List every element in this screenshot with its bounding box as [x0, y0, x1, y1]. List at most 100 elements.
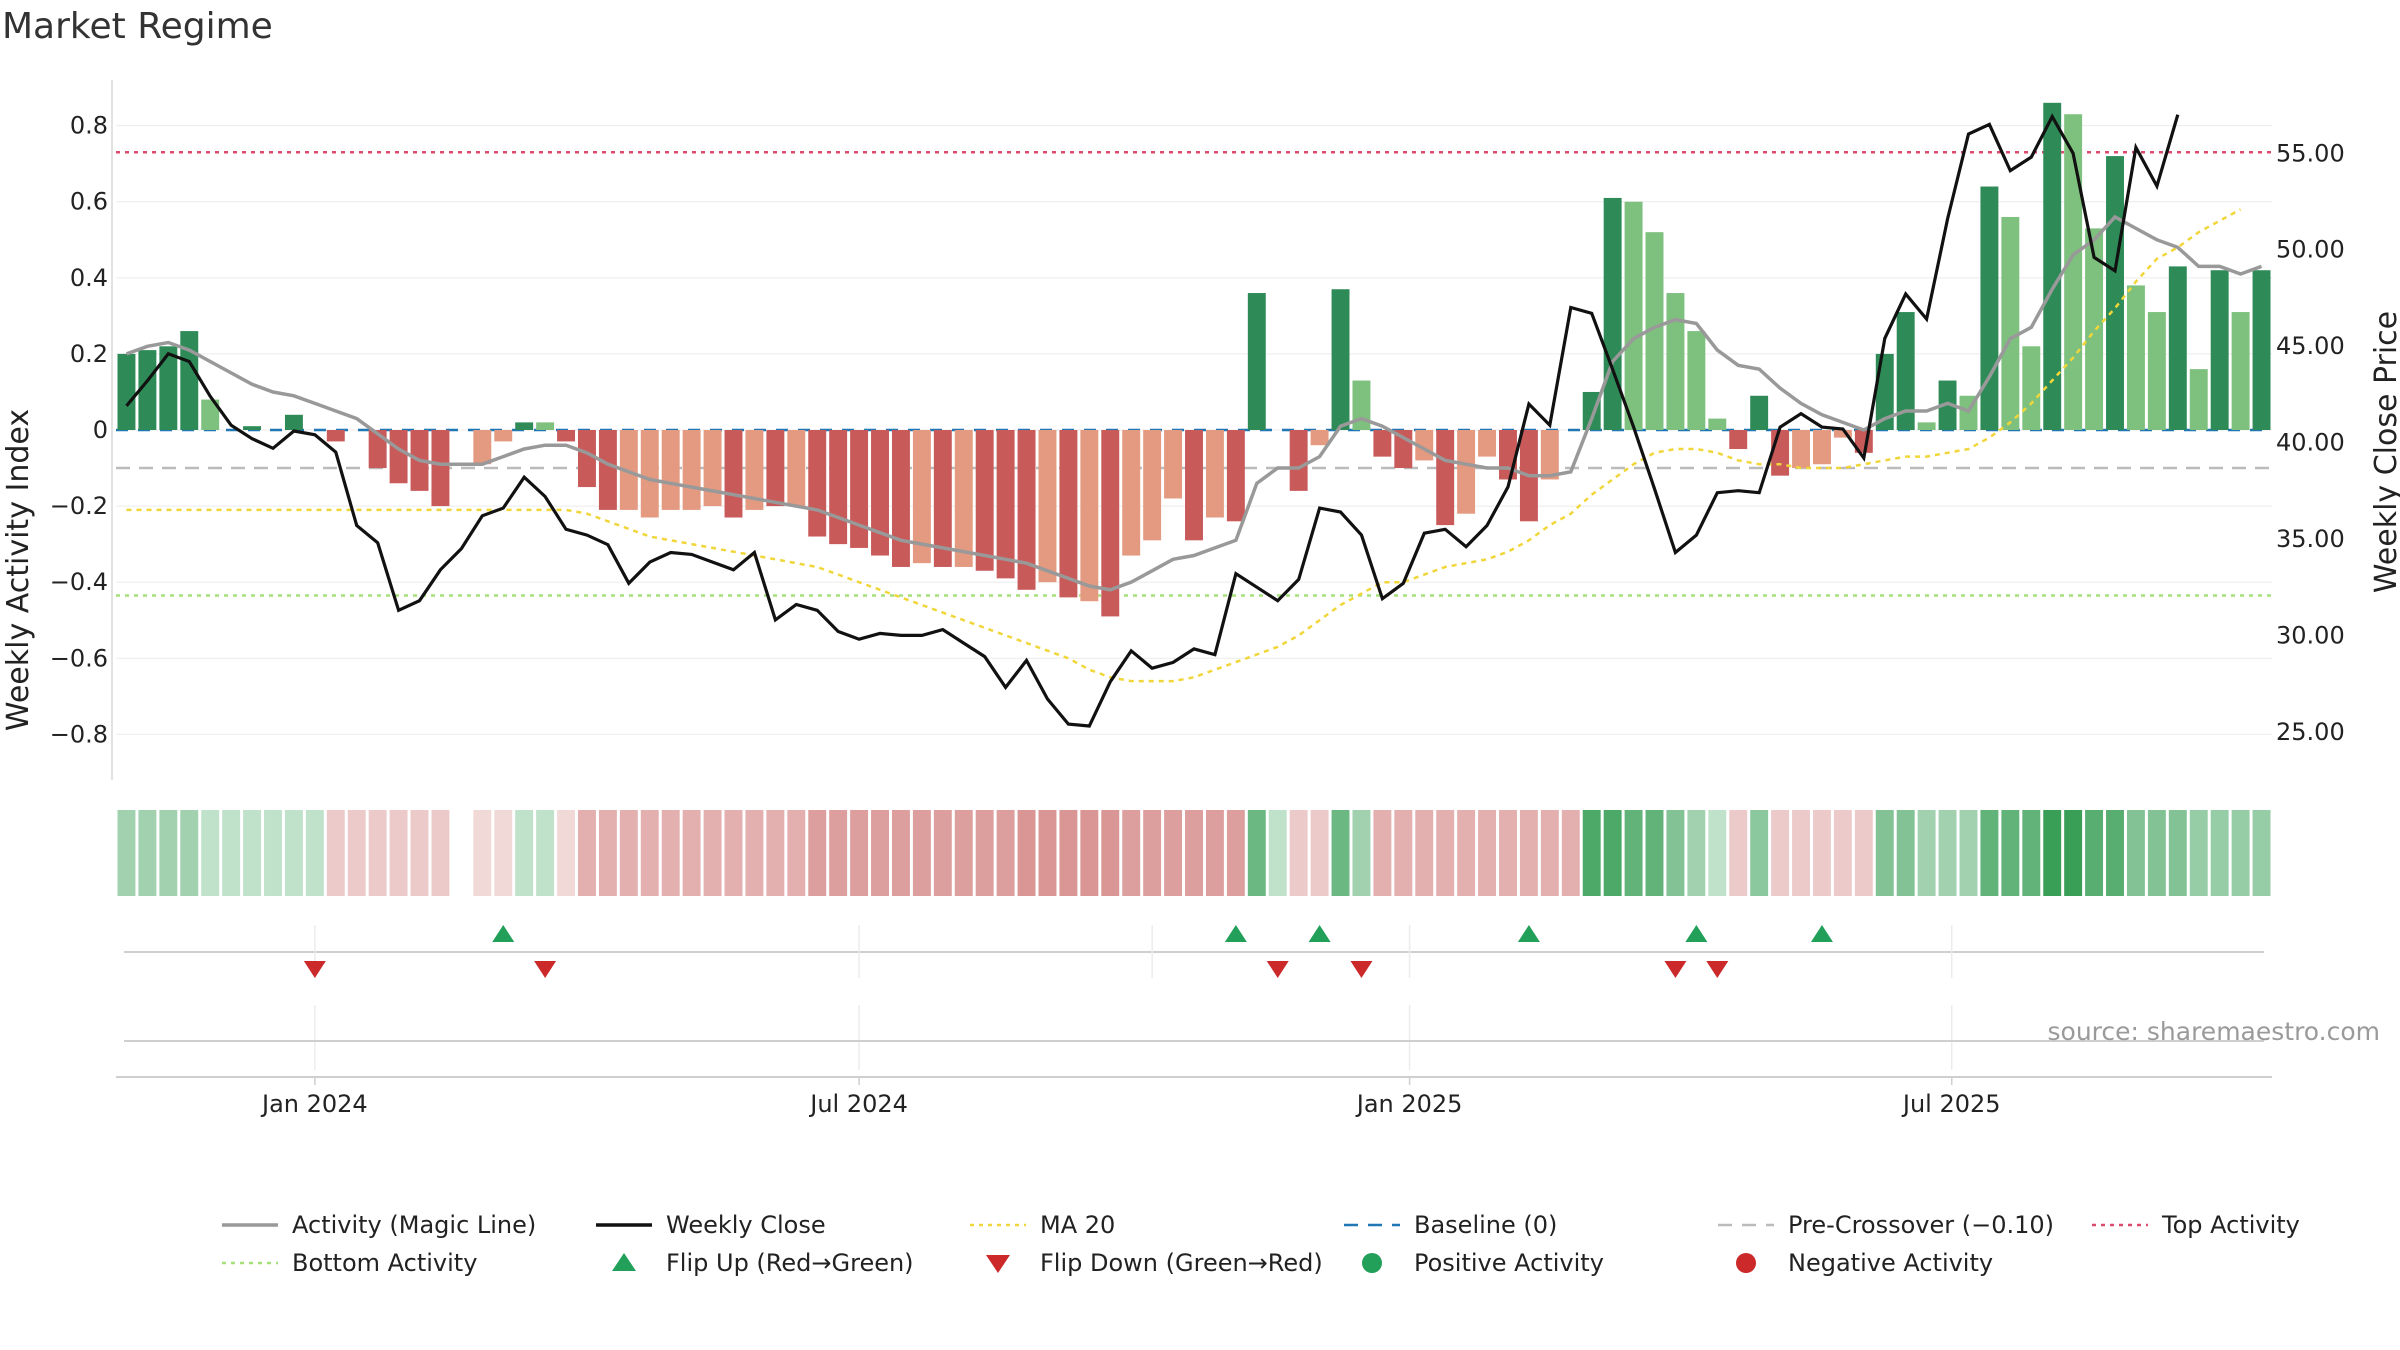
legend-item-7: Flip Up (Red→Green) [612, 1249, 914, 1277]
ribbon-cell-61 [1394, 810, 1413, 896]
ribbon-cell-48 [1122, 810, 1141, 896]
flip-down-marker-0 [303, 961, 326, 978]
activity-bar-37 [891, 430, 910, 567]
activity-bar-28 [703, 430, 722, 507]
activity-bar-97 [2147, 312, 2166, 430]
activity-bar-78 [1750, 395, 1769, 430]
activity-bar-59 [1352, 380, 1371, 430]
ribbon-cell-41 [975, 810, 994, 896]
ribbon-cell-15 [431, 810, 450, 896]
ribbon-cell-74 [1666, 810, 1685, 896]
activity-bar-32 [787, 430, 806, 507]
ribbon-cell-36 [871, 810, 889, 896]
legend-item-6: Bottom Activity [222, 1249, 477, 1277]
ribbon-cell-53 [1226, 810, 1245, 896]
legend-swatch-9 [1362, 1253, 1382, 1273]
ribbon-cell-46 [1080, 810, 1099, 896]
activity-bars [117, 102, 2271, 617]
ribbon-cell-34 [829, 810, 848, 896]
activity-bar-18 [494, 430, 513, 442]
y2-tick-label-2: 45.00 [2276, 332, 2345, 360]
activity-bar-101 [2231, 312, 2250, 430]
ribbon-cell-70 [1582, 810, 1601, 896]
ribbon-cell-69 [1561, 810, 1580, 896]
activity-bar-102 [2252, 270, 2271, 430]
activity-bar-100 [2210, 270, 2229, 430]
legend-label-6: Bottom Activity [292, 1249, 477, 1277]
activity-bar-98 [2168, 266, 2187, 430]
ribbon-cell-8 [284, 810, 303, 896]
ribbon-cell-67 [1519, 810, 1538, 896]
legend-item-0: Activity (Magic Line) [222, 1211, 536, 1239]
ribbon-cell-18 [494, 810, 513, 896]
flip-up-marker-1 [1224, 925, 1247, 942]
ribbon-cell-97 [2147, 810, 2166, 896]
activity-bar-56 [1289, 430, 1308, 491]
legend-item-5: Top Activity [2092, 1211, 2300, 1239]
ribbon-cell-54 [1247, 810, 1266, 896]
activity-bar-10 [326, 430, 345, 442]
ribbon-cell-68 [1540, 810, 1559, 896]
x-tick-label-2: Jan 2025 [1355, 1090, 1463, 1118]
ribbon-cell-62 [1415, 810, 1434, 896]
ribbon-cell-49 [1143, 810, 1162, 896]
ribbon-cell-2 [159, 810, 178, 896]
ribbon-cell-1 [138, 810, 157, 896]
y-tick-label-7: −0.6 [50, 644, 108, 672]
ribbon-cell-88 [1959, 810, 1978, 896]
activity-bar-19 [515, 422, 534, 430]
x-tick-label-1: Jul 2024 [808, 1090, 908, 1118]
flip-up-marker-2 [1308, 925, 1331, 942]
ribbon-cell-52 [1205, 810, 1224, 896]
flip-up-marker-5 [1810, 925, 1833, 942]
ribbon-cell-77 [1729, 810, 1748, 896]
activity-bar-65 [1478, 430, 1497, 457]
x-tick-label-3: Jul 2025 [1901, 1090, 2001, 1118]
ribbon-cell-78 [1750, 810, 1769, 896]
regime-ribbon [117, 810, 2271, 896]
activity-bar-41 [975, 430, 994, 571]
ribbon-cell-27 [682, 810, 701, 896]
ribbon-cell-96 [2126, 810, 2145, 896]
activity-bar-1 [138, 350, 157, 430]
ribbon-cell-85 [1896, 810, 1915, 896]
legend-label-4: Pre-Crossover (−0.10) [1788, 1211, 2054, 1239]
ribbon-cell-4 [201, 810, 220, 896]
activity-bar-94 [2085, 228, 2104, 430]
y2-tick-label-1: 50.00 [2276, 236, 2345, 264]
ribbon-cell-43 [1017, 810, 1036, 896]
ribbon-cell-94 [2085, 810, 2104, 896]
ribbon-cell-30 [745, 810, 764, 896]
activity-bar-95 [2106, 156, 2124, 430]
activity-bar-8 [284, 414, 303, 430]
activity-bar-74 [1666, 293, 1685, 430]
flip-up-marker-3 [1517, 925, 1540, 942]
activity-bar-75 [1687, 331, 1706, 430]
activity-bar-13 [389, 430, 408, 484]
activity-bar-22 [578, 430, 596, 488]
ribbon-cell-56 [1289, 810, 1308, 896]
ribbon-cell-93 [2064, 810, 2083, 896]
ribbon-cell-37 [891, 810, 910, 896]
activity-bar-12 [368, 430, 387, 469]
y-tick-label-6: −0.4 [50, 568, 108, 596]
legend-label-10: Negative Activity [1788, 1249, 1993, 1277]
activity-bar-85 [1896, 312, 1915, 430]
ribbon-cell-17 [473, 810, 492, 896]
y2-tick-label-0: 55.00 [2276, 139, 2345, 167]
ribbon-cell-38 [912, 810, 931, 896]
activity-bar-96 [2126, 285, 2145, 430]
y-tick-label-3: 0.2 [70, 340, 108, 368]
activity-bar-42 [996, 430, 1015, 579]
legend-label-3: Baseline (0) [1414, 1211, 1557, 1239]
activity-bar-17 [473, 430, 492, 465]
activity-bar-92 [2043, 102, 2062, 431]
activity-bar-40 [954, 430, 973, 567]
activity-bar-15 [431, 430, 450, 507]
activity-bar-57 [1310, 430, 1329, 446]
ribbon-cell-50 [1164, 810, 1183, 896]
activity-bar-99 [2189, 369, 2208, 430]
activity-bar-29 [724, 430, 743, 518]
activity-bar-30 [745, 430, 764, 510]
activity-bar-80 [1792, 430, 1810, 469]
